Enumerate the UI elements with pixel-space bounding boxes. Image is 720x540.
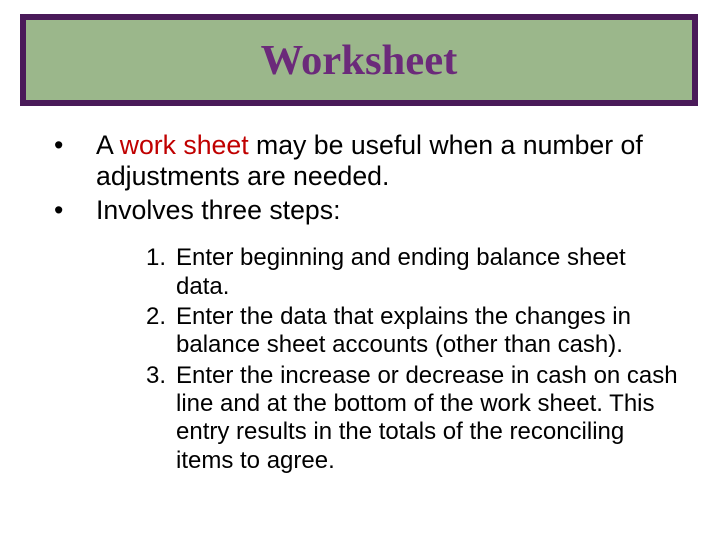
- step-item: 1. Enter beginning and ending balance sh…: [146, 244, 680, 301]
- slide: Worksheet • A work sheet may be useful w…: [0, 0, 720, 540]
- slide-title: Worksheet: [261, 36, 458, 85]
- step-item: 3. Enter the increase or decrease in cas…: [146, 362, 680, 475]
- bullet-item: • Involves three steps:: [54, 195, 680, 226]
- step-number: 1.: [146, 244, 176, 301]
- steps-list: 1. Enter beginning and ending balance sh…: [54, 244, 680, 475]
- step-text: Enter the increase or decrease in cash o…: [176, 362, 680, 475]
- step-item: 2. Enter the data that explains the chan…: [146, 303, 680, 360]
- bullet-text: Involves three steps:: [96, 195, 680, 226]
- step-number: 3.: [146, 362, 176, 475]
- slide-body: • A work sheet may be useful when a numb…: [54, 130, 680, 477]
- step-text: Enter beginning and ending balance sheet…: [176, 244, 680, 301]
- bullet-marker: •: [54, 130, 96, 193]
- bullet-prefix: Involves three steps:: [96, 195, 340, 225]
- step-number: 2.: [146, 303, 176, 360]
- title-box: Worksheet: [20, 14, 698, 106]
- bullet-keyword: work sheet: [120, 130, 249, 160]
- bullet-text: A work sheet may be useful when a number…: [96, 130, 680, 193]
- bullet-list: • A work sheet may be useful when a numb…: [54, 130, 680, 226]
- step-text: Enter the data that explains the changes…: [176, 303, 680, 360]
- bullet-marker: •: [54, 195, 96, 226]
- bullet-prefix: A: [96, 130, 120, 160]
- bullet-item: • A work sheet may be useful when a numb…: [54, 130, 680, 193]
